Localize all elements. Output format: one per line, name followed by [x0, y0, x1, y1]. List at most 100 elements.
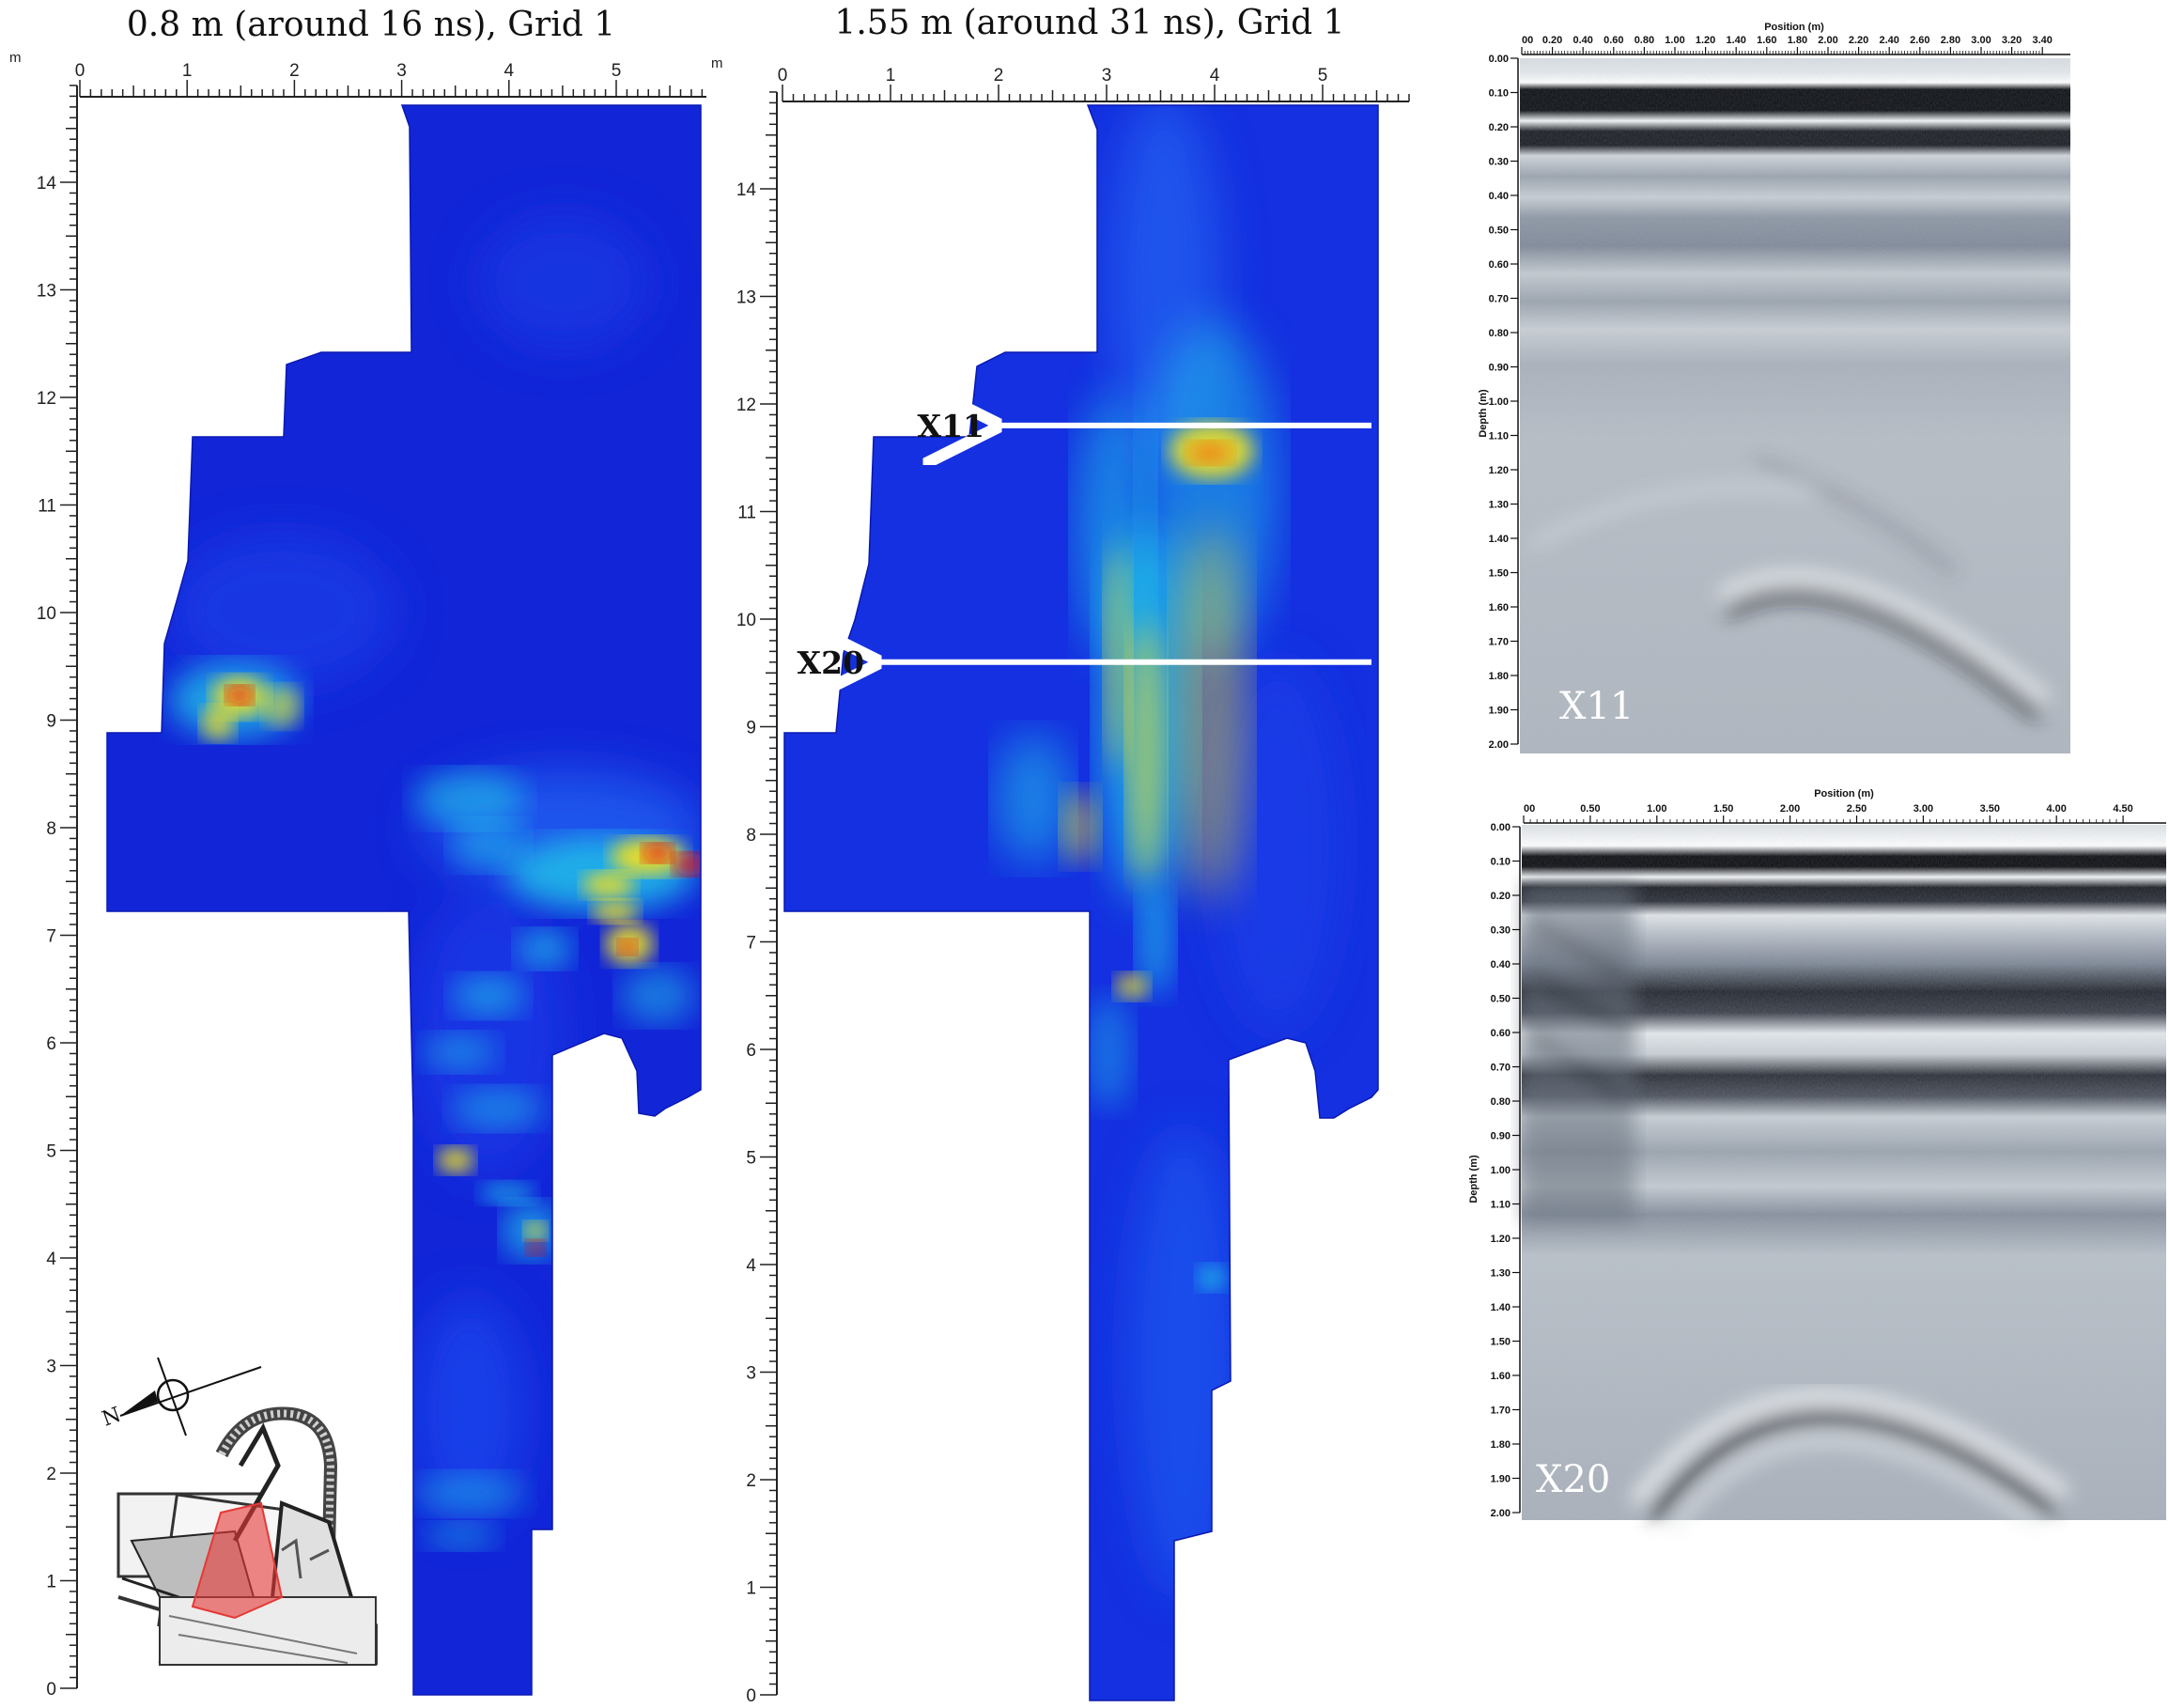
radargram-x20-y-tick-1.20: 1.20 [1491, 1234, 1511, 1245]
panel-1-y-tick-4: 4 [46, 1250, 56, 1269]
radargram-x20-y-tick-1.10: 1.10 [1491, 1200, 1511, 1211]
radargram-x11-label: X11 [1559, 685, 1634, 728]
radargram-x11-y-tick-0.30: 0.30 [1489, 157, 1509, 168]
radargram-x20-y-tick-0.10: 0.10 [1491, 857, 1511, 868]
panel-1-y-tick-11: 11 [38, 497, 56, 517]
radargram-x11-y-tick-1.20: 1.20 [1489, 465, 1509, 476]
radargram-x11-y-tick-0.40: 0.40 [1489, 191, 1509, 202]
radargram-x20-x-tick-2.50: 2.50 [1847, 803, 1867, 815]
radargram-x11-y-tick-1.10: 1.10 [1489, 431, 1509, 443]
panel-2-y-tick-1: 1 [746, 1579, 756, 1599]
panel-1-y-tick-9: 9 [46, 712, 56, 732]
panel-1-anomalies [169, 662, 701, 1549]
panel-2-x-tick-3: 3 [1102, 66, 1112, 85]
radargram-x11-y-tick-1.70: 1.70 [1489, 637, 1509, 648]
panel-1-x-unit: m [711, 55, 723, 71]
panel-1-y-unit: m [9, 50, 22, 66]
panel-1-x-tick-5: 5 [612, 61, 622, 81]
north-label: N [100, 1404, 125, 1432]
panel-2-depth-slice [784, 105, 1378, 1700]
panel-2-y-tick-11: 11 [737, 504, 756, 523]
compass-icon: N [100, 1357, 262, 1436]
radargram-x20-x-tick-2.00: 2.00 [1780, 803, 1800, 815]
panel-1-y-tick-13: 13 [37, 282, 56, 302]
panel-1-y-tick-8: 8 [46, 819, 56, 839]
panel-2-x-tick-5: 5 [1318, 66, 1328, 85]
panel-1-x-tick-3: 3 [396, 61, 407, 81]
panel-2-y-tick-0: 0 [746, 1686, 756, 1706]
panel-2-y-tick-10: 10 [736, 611, 756, 630]
site-plan-icon [116, 1406, 378, 1666]
radargram-x20-y-tick-0.30: 0.30 [1491, 925, 1511, 937]
radargram-x20-y-tick-1.30: 1.30 [1491, 1268, 1511, 1280]
radargram-x11-x-tick-3.20: 3.20 [2002, 35, 2022, 46]
radargram-x20-y-tick-0.70: 0.70 [1491, 1063, 1511, 1074]
radargram-x11-y-title: Depth (m) [1478, 389, 1489, 438]
panel-2-title: 1.55 m (around 31 ns), Grid 1 [834, 4, 1344, 42]
panel-1-y-tick-6: 6 [46, 1034, 56, 1054]
radargram-x20-x-tick-3.50: 3.50 [1980, 803, 2000, 815]
radargram-x20-x-tick-00: 00 [1524, 803, 1535, 815]
radargram-x11-x-tick-2.20: 2.20 [1849, 35, 1868, 46]
radargram-x11-y-tick-0.60: 0.60 [1489, 259, 1509, 271]
radargram-x11-y-tick-1.40: 1.40 [1489, 534, 1509, 545]
radargram-x20-y-title: Depth (m) [1468, 1155, 1480, 1203]
radargram-x11-hyperbola [1529, 458, 2052, 720]
radargram-x20-y-tick-1.70: 1.70 [1491, 1405, 1511, 1417]
radargram-x11-y-tick-1.90: 1.90 [1489, 706, 1509, 717]
radargram-x11-x-tick-3.40: 3.40 [2032, 35, 2052, 46]
survey-area-highlight [191, 1501, 284, 1620]
radargram-x11-y-tick-0.80: 0.80 [1489, 328, 1509, 339]
panel-2-y-tick-5: 5 [746, 1149, 756, 1169]
radargram-x20-x-title: Position (m) [1814, 788, 1874, 800]
radargram-x20-y-tick-0.20: 0.20 [1491, 891, 1511, 902]
panel-1-x-tick-1: 1 [182, 61, 193, 81]
radargram-x11-y-tick-0.00: 0.00 [1489, 54, 1509, 65]
radargram-x11-x-tick-1.60: 1.60 [1757, 35, 1776, 46]
panel-1-y-tick-10: 10 [37, 604, 56, 624]
radargram-x20-y-tick-1.60: 1.60 [1491, 1371, 1511, 1382]
panel-1-x-tick-2: 2 [289, 61, 300, 81]
panel-1-title: 0.8 m (around 16 ns), Grid 1 [127, 6, 615, 44]
radargram-x20-y-tick-1.90: 1.90 [1491, 1474, 1511, 1485]
radargram-x11-y-tick-0.20: 0.20 [1489, 122, 1509, 133]
radargram-x20-axes: 00 0.50 1.00 1.50 2.00 2.50 3.00 3.50 4.00 4.50 0.… [1491, 803, 2166, 1519]
radargram-x11: X11 Position (m) Depth (m) 00 0.20 0.40 0.6… [1478, 22, 2070, 753]
radargram-x11-y-tick-0.10: 0.10 [1489, 88, 1509, 100]
radargram-x20-x-tick-0.50: 0.50 [1580, 803, 1600, 815]
panel-2-y-tick-9: 9 [746, 719, 756, 738]
radargram-x11-y-tick-0.70: 0.70 [1489, 294, 1509, 305]
panel-1-y-tick-7: 7 [46, 927, 56, 947]
radargram-x20-y-tick-1.00: 1.00 [1491, 1165, 1511, 1176]
panel-2-y-tick-14: 14 [736, 180, 757, 200]
panel-2-y-tick-8: 8 [746, 826, 756, 846]
panel-1-y-tick-5: 5 [46, 1142, 56, 1162]
radargram-x11-x-tick-00: 00 [1522, 35, 1533, 46]
profile-arrows: X11 X20 [797, 408, 1371, 681]
radargram-x11-x-tick-0.20: 0.20 [1542, 35, 1562, 46]
panel-2-y-tick-4: 4 [746, 1256, 756, 1276]
radargram-x11-y-tick-1.80: 1.80 [1489, 671, 1509, 682]
radargram-x20-y-tick-0.80: 0.80 [1491, 1096, 1511, 1108]
panel-2-x-tick-0: 0 [778, 66, 788, 85]
radargram-x20-label: X20 [1536, 1458, 1610, 1501]
radargram-x11-y-tick-1.00: 1.00 [1489, 396, 1509, 408]
radargram-x11-y-tick-0.50: 0.50 [1489, 225, 1509, 237]
radargram-x11-axes: 00 0.20 0.40 0.60 0.80 1.00 1.20 1.40 1.60 1.80 2.… [1489, 35, 2070, 751]
radargram-x20-y-tick-1.80: 1.80 [1491, 1439, 1511, 1451]
radargram-x11-y-tick-0.90: 0.90 [1489, 363, 1509, 374]
radargram-x20-x-tick-4.50: 4.50 [2113, 803, 2132, 815]
radargram-x11-y-tick-1.50: 1.50 [1489, 568, 1509, 580]
panel-2-y-tick-7: 7 [746, 934, 756, 954]
panel-1-y-tick-2: 2 [46, 1465, 56, 1484]
panel-1-y-tick-14: 14 [37, 174, 57, 194]
radargram-x11-x-tick-1.80: 1.80 [1788, 35, 1807, 46]
radargram-x11-x-tick-0.60: 0.60 [1604, 35, 1623, 46]
panel-1-depth-slice [107, 105, 701, 1695]
panel-2-y-tick-12: 12 [736, 396, 756, 415]
panel-2-x-tick-1: 1 [886, 66, 896, 85]
radargram-x20-y-tick-0.40: 0.40 [1491, 959, 1511, 970]
radargram-x20-x-tick-3.00: 3.00 [1913, 803, 1933, 815]
